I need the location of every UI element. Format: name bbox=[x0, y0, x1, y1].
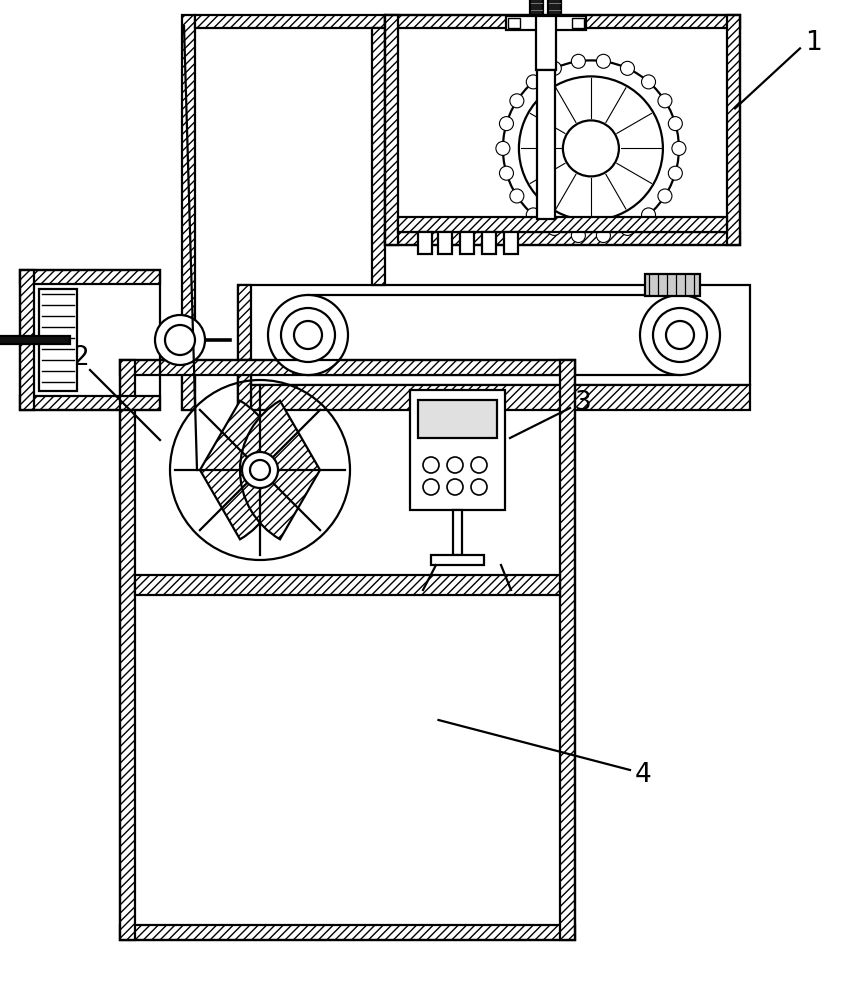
Bar bbox=[238, 360, 251, 410]
Circle shape bbox=[658, 94, 672, 108]
Bar bbox=[504, 232, 518, 254]
Circle shape bbox=[165, 325, 195, 355]
Wedge shape bbox=[240, 401, 320, 539]
Bar bbox=[453, 510, 462, 555]
Bar bbox=[509, 18, 521, 28]
Text: 1: 1 bbox=[805, 30, 821, 56]
Circle shape bbox=[640, 295, 720, 375]
Bar bbox=[418, 400, 497, 438]
Circle shape bbox=[471, 457, 487, 473]
Bar bbox=[398, 28, 727, 232]
Bar bbox=[135, 375, 560, 925]
Circle shape bbox=[503, 60, 679, 236]
Bar bbox=[39, 289, 77, 391]
Text: 4: 4 bbox=[635, 762, 652, 788]
Bar bbox=[548, 0, 561, 15]
Circle shape bbox=[294, 321, 322, 349]
Bar bbox=[530, 0, 543, 15]
Bar bbox=[20, 270, 160, 410]
Bar bbox=[372, 28, 385, 285]
Circle shape bbox=[658, 189, 672, 203]
Bar bbox=[398, 217, 727, 232]
Circle shape bbox=[527, 75, 540, 89]
Bar bbox=[460, 232, 474, 254]
Circle shape bbox=[572, 54, 585, 68]
Bar bbox=[20, 396, 160, 410]
Circle shape bbox=[620, 61, 635, 75]
Circle shape bbox=[519, 76, 663, 220]
Text: 3: 3 bbox=[575, 390, 592, 416]
Bar bbox=[120, 360, 575, 375]
Bar bbox=[573, 18, 584, 28]
Circle shape bbox=[547, 221, 561, 235]
Circle shape bbox=[653, 308, 707, 362]
Bar bbox=[727, 15, 740, 245]
Bar bbox=[418, 232, 432, 254]
Circle shape bbox=[642, 75, 655, 89]
Circle shape bbox=[471, 479, 487, 495]
Circle shape bbox=[620, 221, 635, 235]
Circle shape bbox=[423, 457, 439, 473]
Bar bbox=[645, 274, 700, 296]
Circle shape bbox=[572, 229, 585, 243]
Bar bbox=[410, 390, 505, 510]
Circle shape bbox=[668, 117, 682, 131]
Bar bbox=[135, 575, 560, 595]
Bar bbox=[120, 360, 135, 940]
Circle shape bbox=[242, 452, 278, 488]
Circle shape bbox=[509, 189, 524, 203]
Bar bbox=[182, 15, 195, 410]
Circle shape bbox=[596, 229, 610, 243]
Circle shape bbox=[499, 117, 514, 131]
Bar bbox=[20, 270, 34, 410]
Bar bbox=[538, 70, 556, 219]
Circle shape bbox=[499, 166, 514, 180]
Bar bbox=[195, 15, 385, 28]
Bar bbox=[0, 336, 70, 344]
Circle shape bbox=[563, 120, 619, 176]
Circle shape bbox=[509, 94, 524, 108]
Bar bbox=[20, 270, 160, 284]
Circle shape bbox=[666, 321, 694, 349]
Circle shape bbox=[447, 457, 463, 473]
Bar bbox=[182, 360, 195, 410]
Bar bbox=[120, 925, 575, 940]
Wedge shape bbox=[200, 401, 280, 539]
Circle shape bbox=[496, 141, 509, 155]
Bar bbox=[385, 15, 740, 245]
Circle shape bbox=[423, 479, 439, 495]
Bar bbox=[238, 385, 750, 410]
Circle shape bbox=[547, 61, 561, 75]
Circle shape bbox=[268, 295, 348, 375]
Bar bbox=[536, 16, 556, 70]
Circle shape bbox=[250, 460, 270, 480]
Bar bbox=[238, 285, 251, 410]
Circle shape bbox=[642, 208, 655, 222]
Bar bbox=[120, 360, 575, 940]
Bar bbox=[438, 232, 452, 254]
Bar bbox=[238, 285, 750, 385]
Circle shape bbox=[668, 166, 682, 180]
Circle shape bbox=[596, 54, 610, 68]
Bar bbox=[385, 15, 740, 28]
Bar bbox=[482, 232, 496, 254]
Bar bbox=[506, 16, 586, 30]
Text: 2: 2 bbox=[72, 345, 89, 371]
Bar bbox=[385, 15, 398, 245]
Circle shape bbox=[672, 141, 686, 155]
Circle shape bbox=[155, 315, 205, 365]
Circle shape bbox=[447, 479, 463, 495]
Bar bbox=[431, 555, 484, 565]
Bar bbox=[385, 232, 740, 245]
Circle shape bbox=[281, 308, 335, 362]
Circle shape bbox=[527, 208, 540, 222]
Bar bbox=[560, 360, 575, 940]
